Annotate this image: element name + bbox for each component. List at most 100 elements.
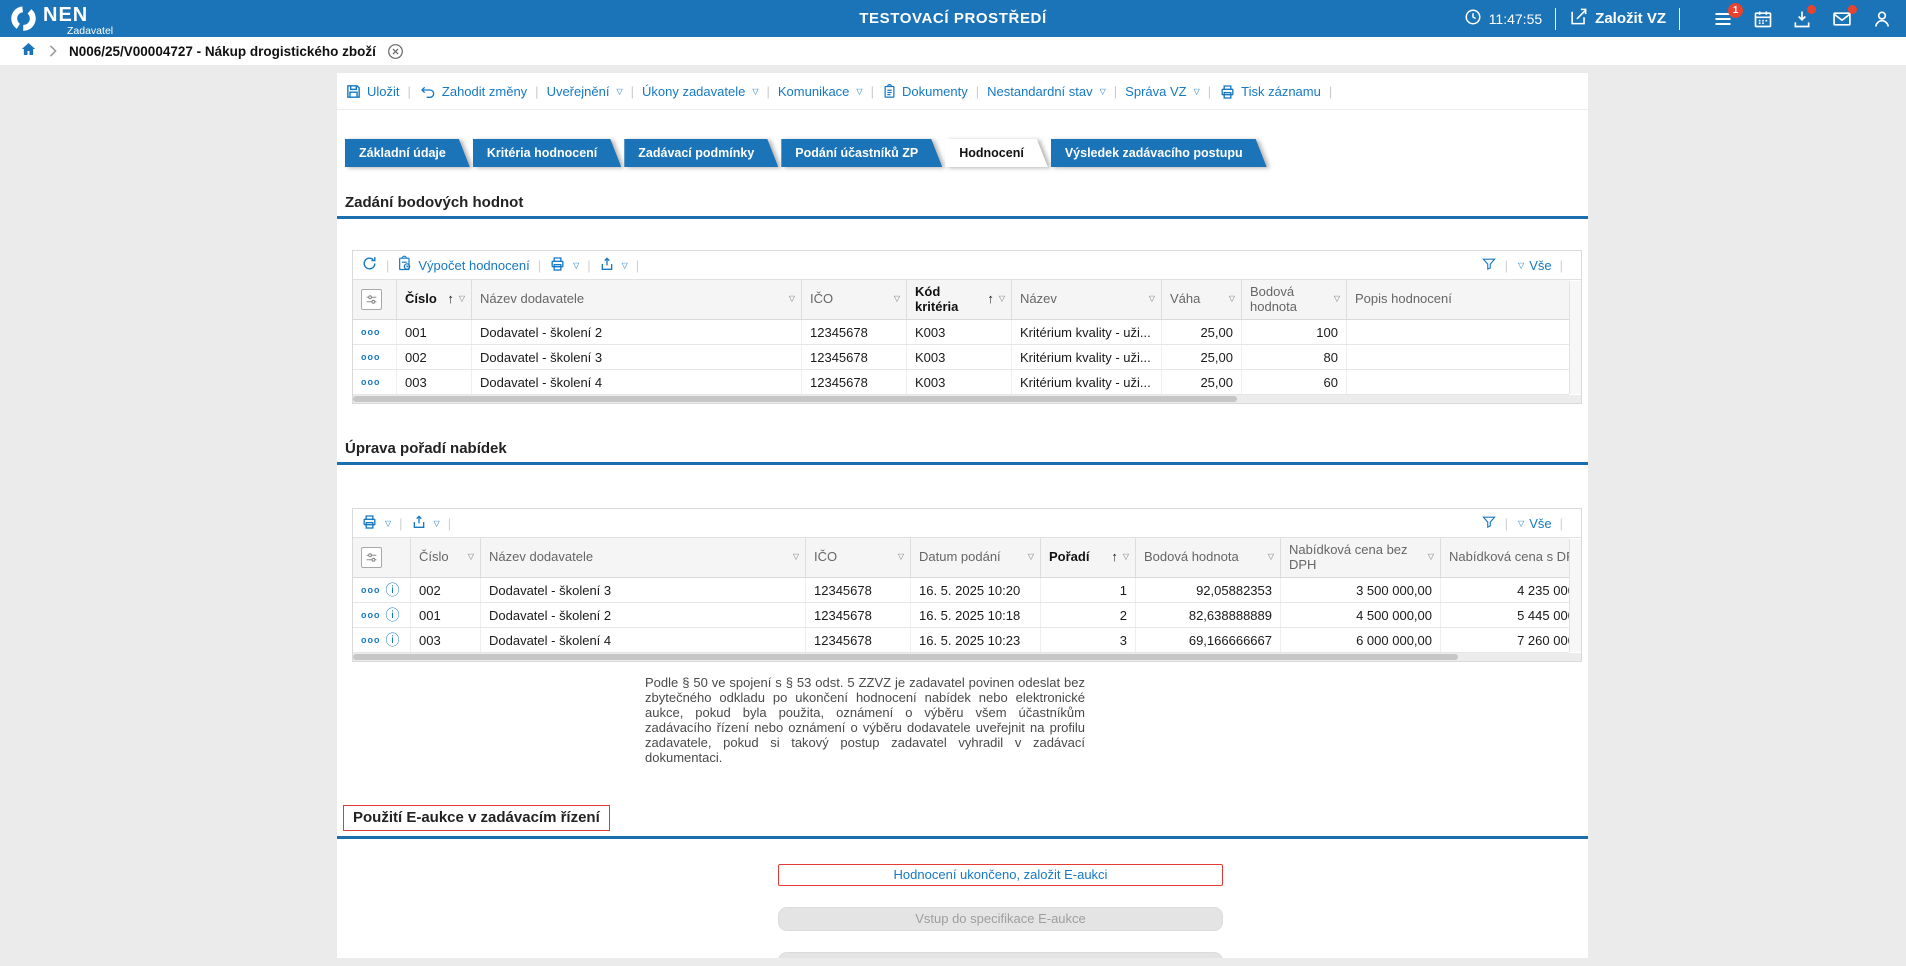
table-row[interactable]: ooo 001 Dodavatel - školení 2 12345678 K… xyxy=(353,320,1569,345)
col-poradi[interactable]: Pořadí↑▽ xyxy=(1041,538,1136,577)
scrollbar-thumb[interactable] xyxy=(353,654,1458,660)
contracting-actions-menu[interactable]: Úkony zadavatele▽ xyxy=(642,84,759,99)
breadcrumb-record-title[interactable]: N006/25/V00004727 - Nákup drogistického … xyxy=(69,44,376,59)
col-cena-bez-dph[interactable]: Nabídková cena bez DPH▽ xyxy=(1281,538,1441,577)
manage-vz-menu[interactable]: Správa VZ▽ xyxy=(1125,84,1200,99)
cell-dodavatel: Dodavatel - školení 4 xyxy=(481,628,806,652)
messages-button[interactable] xyxy=(1831,9,1853,29)
tab-zadavaci-podminky[interactable]: Zadávací podmínky xyxy=(624,139,778,167)
table-row[interactable]: ooo 003 Dodavatel - školení 4 12345678 K… xyxy=(353,370,1569,395)
col-cislo[interactable]: Číslo▽ xyxy=(411,538,481,577)
info-icon[interactable]: ⓘ xyxy=(386,605,400,625)
filter-triangle-icon[interactable]: ▽ xyxy=(1123,553,1129,562)
filter-triangle-icon[interactable]: ▽ xyxy=(999,295,1005,304)
cell-cena-bez: 6 000 000,00 xyxy=(1281,628,1441,652)
filter-preset-select[interactable]: ▽ Vše xyxy=(1516,516,1552,531)
table-row[interactable]: oooⓘ 003 Dodavatel - školení 4 12345678 … xyxy=(353,628,1569,653)
cell-kod: K003 xyxy=(907,370,1012,394)
column-settings-button[interactable] xyxy=(353,538,411,577)
filter-triangle-icon[interactable]: ▽ xyxy=(468,553,474,562)
row-menu-icon[interactable]: ooo xyxy=(361,635,381,645)
col-cena-s-dph[interactable]: Nabídková cena s DPH xyxy=(1441,538,1569,577)
filter-triangle-icon[interactable]: ▽ xyxy=(1028,553,1034,562)
table-row[interactable]: oooⓘ 002 Dodavatel - školení 3 12345678 … xyxy=(353,578,1569,603)
nonstandard-state-menu[interactable]: Nestandardní stav▽ xyxy=(987,84,1106,99)
filter-triangle-icon[interactable]: ▽ xyxy=(1334,295,1340,304)
brand-name: NEN xyxy=(43,5,113,25)
save-button[interactable]: Uložit xyxy=(345,83,400,100)
table-row[interactable]: ooo 002 Dodavatel - školení 3 12345678 K… xyxy=(353,345,1569,370)
close-record-button[interactable] xyxy=(387,43,404,60)
col-nazev-dodavatele[interactable]: Název dodavatele▽ xyxy=(481,538,806,577)
menu-button[interactable]: 1 xyxy=(1712,9,1734,29)
col-popis-hodnoceni[interactable]: Popis hodnocení xyxy=(1347,280,1569,319)
col-ico[interactable]: IČO▽ xyxy=(806,538,911,577)
filter-triangle-icon[interactable]: ▽ xyxy=(789,295,795,304)
col-cislo[interactable]: Číslo↑▽ xyxy=(397,280,472,319)
row-menu-icon[interactable]: ooo xyxy=(361,585,381,595)
vertical-scrollbar[interactable] xyxy=(1569,539,1581,652)
filter-funnel-button[interactable] xyxy=(1481,256,1497,274)
horizontal-scrollbar[interactable] xyxy=(353,653,1581,661)
col-vaha[interactable]: Váha▽ xyxy=(1162,280,1242,319)
column-settings-button[interactable] xyxy=(353,280,397,319)
calendar-button[interactable] xyxy=(1753,9,1773,29)
col-nazev[interactable]: Název▽ xyxy=(1012,280,1162,319)
downloads-button[interactable] xyxy=(1792,9,1812,29)
row-menu-icon[interactable]: ooo xyxy=(361,610,381,620)
print-grid-button[interactable]: ▽ xyxy=(549,256,579,275)
chevron-down-icon: ▽ xyxy=(1194,87,1200,96)
calculate-evaluation-button[interactable]: Výpočet hodnocení xyxy=(397,255,529,275)
col-bodova-hodnota[interactable]: Bodová hodnota▽ xyxy=(1242,280,1347,319)
chevron-right-icon xyxy=(48,45,58,57)
col-bodova-hodnota[interactable]: Bodová hodnota▽ xyxy=(1136,538,1281,577)
cell-cislo: 001 xyxy=(397,320,472,344)
filter-triangle-icon[interactable]: ▽ xyxy=(894,295,900,304)
scrollbar-thumb[interactable] xyxy=(353,396,1237,402)
publish-menu[interactable]: Uveřejnění▽ xyxy=(547,84,623,99)
filter-triangle-icon[interactable]: ▽ xyxy=(1268,553,1274,562)
nen-logo[interactable]: NEN Zadavatel xyxy=(10,1,113,37)
filter-funnel-button[interactable] xyxy=(1481,514,1497,532)
col-kod-kriteria[interactable]: Kód kritéria↑▽ xyxy=(907,280,1012,319)
col-datum-podani[interactable]: Datum podání▽ xyxy=(911,538,1041,577)
home-icon[interactable] xyxy=(20,41,37,62)
col-nazev-dodavatele[interactable]: Název dodavatele▽ xyxy=(472,280,802,319)
col-ico[interactable]: IČO▽ xyxy=(802,280,907,319)
info-icon[interactable]: ⓘ xyxy=(386,630,400,650)
cell-vaha: 25,00 xyxy=(1162,320,1242,344)
filter-triangle-icon[interactable]: ▽ xyxy=(459,295,465,304)
horizontal-scrollbar[interactable] xyxy=(353,395,1581,403)
filter-triangle-icon[interactable]: ▽ xyxy=(1428,553,1434,562)
create-eauction-button[interactable]: Hodnocení ukončeno, založit E-aukci xyxy=(778,864,1223,886)
discard-changes-button[interactable]: Zahodit změny xyxy=(419,84,527,100)
row-menu-icon[interactable]: ooo xyxy=(361,327,381,337)
tab-vysledek[interactable]: Výsledek zadávacího postupu xyxy=(1051,139,1267,167)
tab-zakladni-udaje[interactable]: Základní údaje xyxy=(345,139,470,167)
profile-button[interactable] xyxy=(1872,9,1892,29)
vertical-scrollbar[interactable] xyxy=(1569,281,1581,394)
documents-button[interactable]: Dokumenty xyxy=(882,83,968,100)
row-menu-icon[interactable]: ooo xyxy=(361,377,381,387)
filter-funnel-icon xyxy=(1481,514,1497,532)
export-grid-button[interactable]: ▽ xyxy=(599,256,628,275)
filter-triangle-icon[interactable]: ▽ xyxy=(898,553,904,562)
filter-triangle-icon[interactable]: ▽ xyxy=(1229,295,1235,304)
tab-kriteria-hodnoceni[interactable]: Kritéria hodnocení xyxy=(473,139,621,167)
row-menu-icon[interactable]: ooo xyxy=(361,352,381,362)
filter-preset-select[interactable]: ▽ Vše xyxy=(1516,258,1552,273)
print-grid-button[interactable]: ▽ xyxy=(361,514,391,533)
refresh-button[interactable] xyxy=(361,255,378,275)
export-grid-button[interactable]: ▽ xyxy=(411,514,440,533)
filter-triangle-icon[interactable]: ▽ xyxy=(793,553,799,562)
communication-menu[interactable]: Komunikace▽ xyxy=(778,84,863,99)
create-vz-button[interactable]: Založit VZ xyxy=(1569,7,1666,30)
topbar-actions: 11:47:55 Založit VZ 1 xyxy=(1464,7,1892,30)
info-icon[interactable]: ⓘ xyxy=(386,580,400,600)
print-record-button[interactable]: Tisk záznamu xyxy=(1219,84,1321,100)
filter-triangle-icon[interactable]: ▽ xyxy=(1149,295,1155,304)
table-row[interactable]: oooⓘ 001 Dodavatel - školení 2 12345678 … xyxy=(353,603,1569,628)
tab-podani-ucastniku[interactable]: Podání účastníků ZP xyxy=(781,139,942,167)
tab-hodnoceni[interactable]: Hodnocení xyxy=(945,139,1048,167)
cell-cislo: 001 xyxy=(411,603,481,627)
